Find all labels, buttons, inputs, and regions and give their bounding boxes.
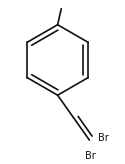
Text: Br: Br	[85, 151, 96, 161]
Text: Br: Br	[98, 133, 109, 144]
